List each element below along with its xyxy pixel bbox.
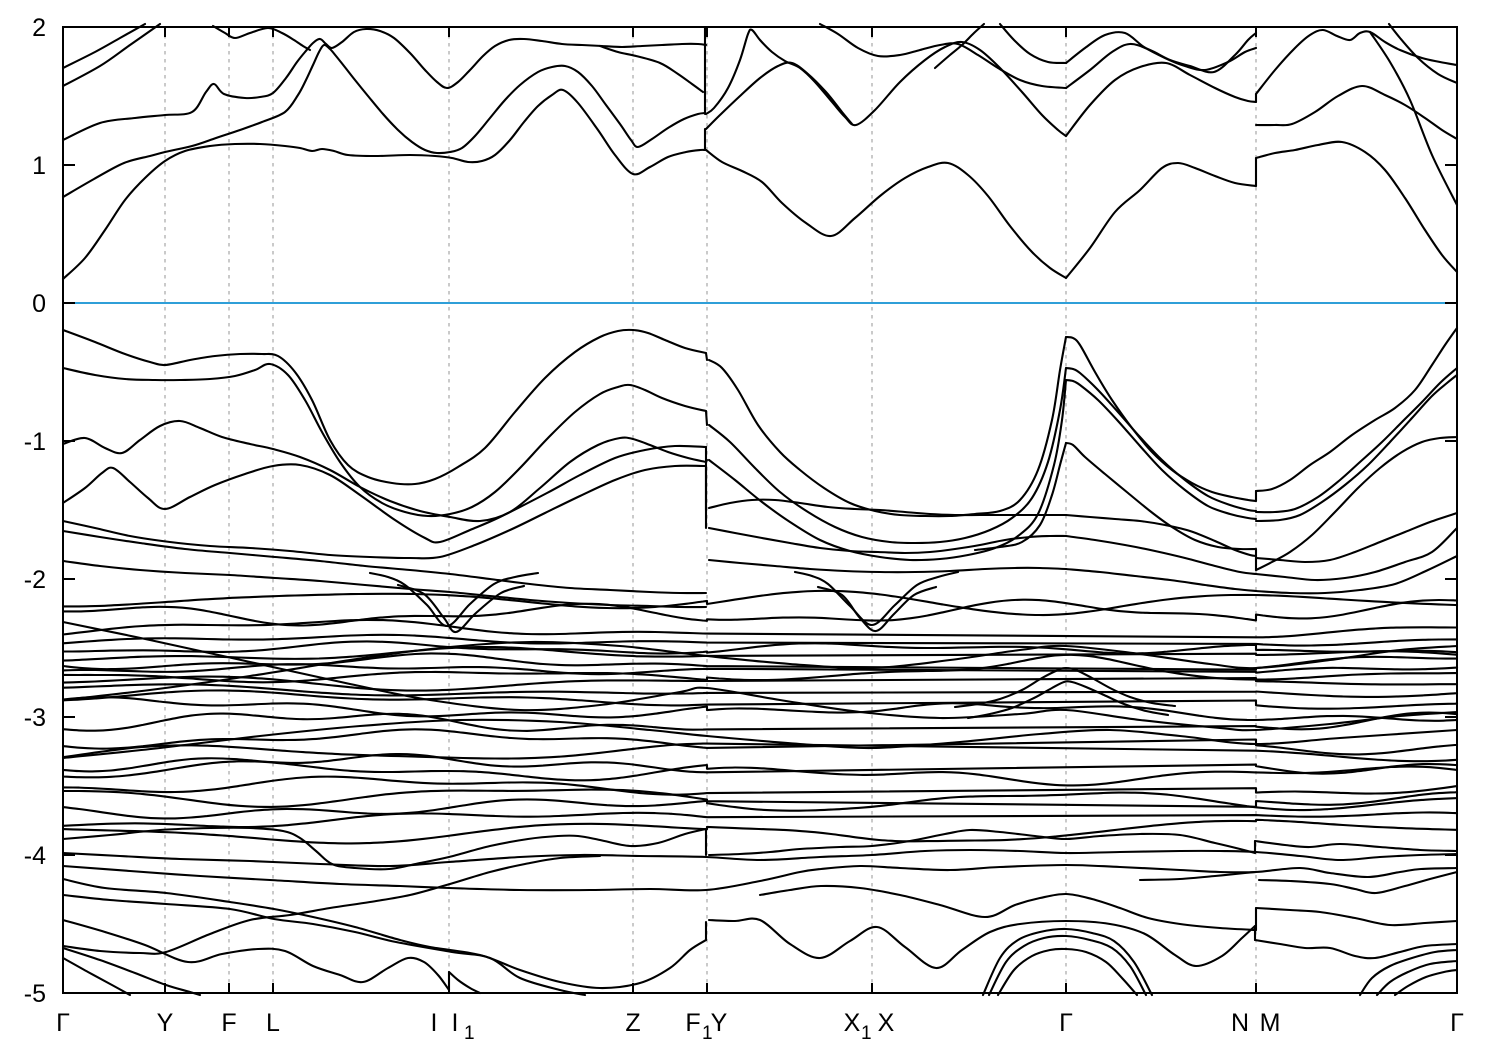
- svg-text:1: 1: [861, 1023, 872, 1044]
- svg-text:1: 1: [464, 1023, 475, 1044]
- svg-text:Γ: Γ: [1450, 1009, 1464, 1037]
- svg-text:0: 0: [32, 290, 46, 318]
- svg-text:-2: -2: [24, 566, 46, 594]
- svg-text:-5: -5: [24, 980, 46, 1008]
- svg-text:L: L: [266, 1009, 280, 1037]
- svg-text:-4: -4: [24, 842, 46, 870]
- svg-text:N: N: [1231, 1009, 1249, 1037]
- svg-text:Y: Y: [157, 1009, 174, 1037]
- svg-text:X: X: [844, 1009, 861, 1037]
- svg-text:Γ: Γ: [56, 1009, 70, 1037]
- svg-text:M: M: [1260, 1009, 1281, 1037]
- svg-text:I: I: [431, 1009, 438, 1037]
- svg-text:-1: -1: [24, 428, 46, 456]
- svg-text:X: X: [878, 1009, 895, 1037]
- svg-text:2: 2: [32, 14, 46, 42]
- svg-text:Z: Z: [625, 1009, 640, 1037]
- svg-text:F: F: [685, 1009, 700, 1037]
- svg-text:1: 1: [32, 152, 46, 180]
- svg-text:1: 1: [702, 1023, 713, 1044]
- svg-text:Y: Y: [711, 1009, 728, 1037]
- svg-text:I: I: [452, 1009, 459, 1037]
- svg-text:Γ: Γ: [1059, 1009, 1073, 1037]
- svg-text:-3: -3: [24, 704, 46, 732]
- svg-text:F: F: [221, 1009, 236, 1037]
